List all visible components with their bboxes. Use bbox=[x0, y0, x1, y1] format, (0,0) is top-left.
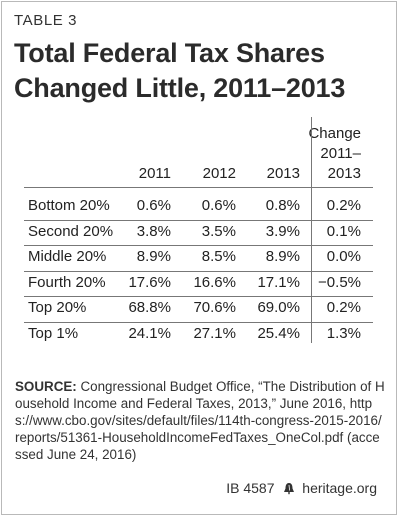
row-rule bbox=[24, 245, 373, 246]
chart-title: Total Federal Tax Shares Changed Little,… bbox=[14, 36, 384, 106]
header-rule bbox=[24, 187, 373, 188]
row-rule bbox=[24, 296, 373, 297]
change-cell: 0.2% bbox=[326, 197, 361, 214]
change-header-line: 2011– bbox=[320, 145, 361, 162]
table-label: TABLE 3 bbox=[14, 12, 78, 29]
credit-site: heritage.org bbox=[302, 480, 377, 496]
row-rule bbox=[24, 321, 373, 323]
change-cell: 0.1% bbox=[326, 222, 361, 240]
table-cell: 25.4% bbox=[257, 324, 300, 342]
data-table: 2011 2012 2013 Change 2011– 2013 Bottom 20% 0.6… bbox=[0, 115, 400, 355]
title-line-2: Changed Little, 2011–2013 bbox=[14, 73, 346, 103]
credit-id: IB 4587 bbox=[226, 480, 275, 496]
credit-line: IB 4587 heritage.org bbox=[226, 480, 377, 498]
row-label: Fourth 20% bbox=[28, 273, 106, 291]
table-cell: 27.1% bbox=[193, 324, 236, 342]
row-label: Middle 20% bbox=[28, 248, 107, 265]
table-cell: 24.1% bbox=[128, 324, 171, 342]
table-cell: 0.6% bbox=[201, 197, 236, 214]
change-divider bbox=[311, 117, 312, 343]
table-cell: 17.1% bbox=[257, 273, 300, 291]
row-rule bbox=[24, 219, 373, 221]
table-cell: 17.6% bbox=[128, 273, 171, 291]
source-label: SOURCE: bbox=[15, 379, 77, 394]
source-note: SOURCE: Congressional Budget Office, “Th… bbox=[15, 378, 385, 463]
change-cell: 1.3% bbox=[326, 324, 361, 342]
row-label: Bottom 20% bbox=[28, 197, 110, 214]
column-header-2013: 2013 bbox=[266, 165, 300, 182]
change-cell: −0.5% bbox=[318, 273, 361, 291]
table-cell: 3.8% bbox=[136, 222, 171, 240]
liberty-bell-icon bbox=[283, 482, 295, 498]
column-header-2012: 2012 bbox=[202, 165, 236, 182]
row-label: Top 1% bbox=[28, 324, 79, 342]
table-cell: 3.9% bbox=[265, 222, 300, 240]
column-header-2011: 2011 bbox=[138, 165, 171, 182]
change-header-line: Change bbox=[308, 125, 361, 142]
table-cell: 70.6% bbox=[193, 299, 236, 316]
row-label: Top 20% bbox=[28, 299, 87, 316]
table-cell: 8.9% bbox=[265, 248, 300, 265]
change-cell: 0.0% bbox=[326, 248, 361, 265]
table-cell: 8.9% bbox=[136, 248, 171, 265]
table-cell: 8.5% bbox=[201, 248, 236, 265]
table-cell: 68.8% bbox=[128, 299, 171, 316]
change-header-line: 2013 bbox=[327, 165, 361, 182]
source-text: Congressional Budget Office, “The Distri… bbox=[15, 379, 385, 462]
change-cell: 0.2% bbox=[326, 299, 361, 316]
table-cell: 69.0% bbox=[257, 299, 300, 316]
table-cell: 0.6% bbox=[136, 197, 171, 214]
row-label: Second 20% bbox=[28, 222, 114, 240]
title-line-1: Total Federal Tax Shares bbox=[14, 38, 325, 68]
table-cell: 3.5% bbox=[201, 222, 236, 240]
row-rule bbox=[24, 270, 373, 272]
table-cell: 16.6% bbox=[193, 273, 236, 291]
table-cell: 0.8% bbox=[265, 197, 300, 214]
